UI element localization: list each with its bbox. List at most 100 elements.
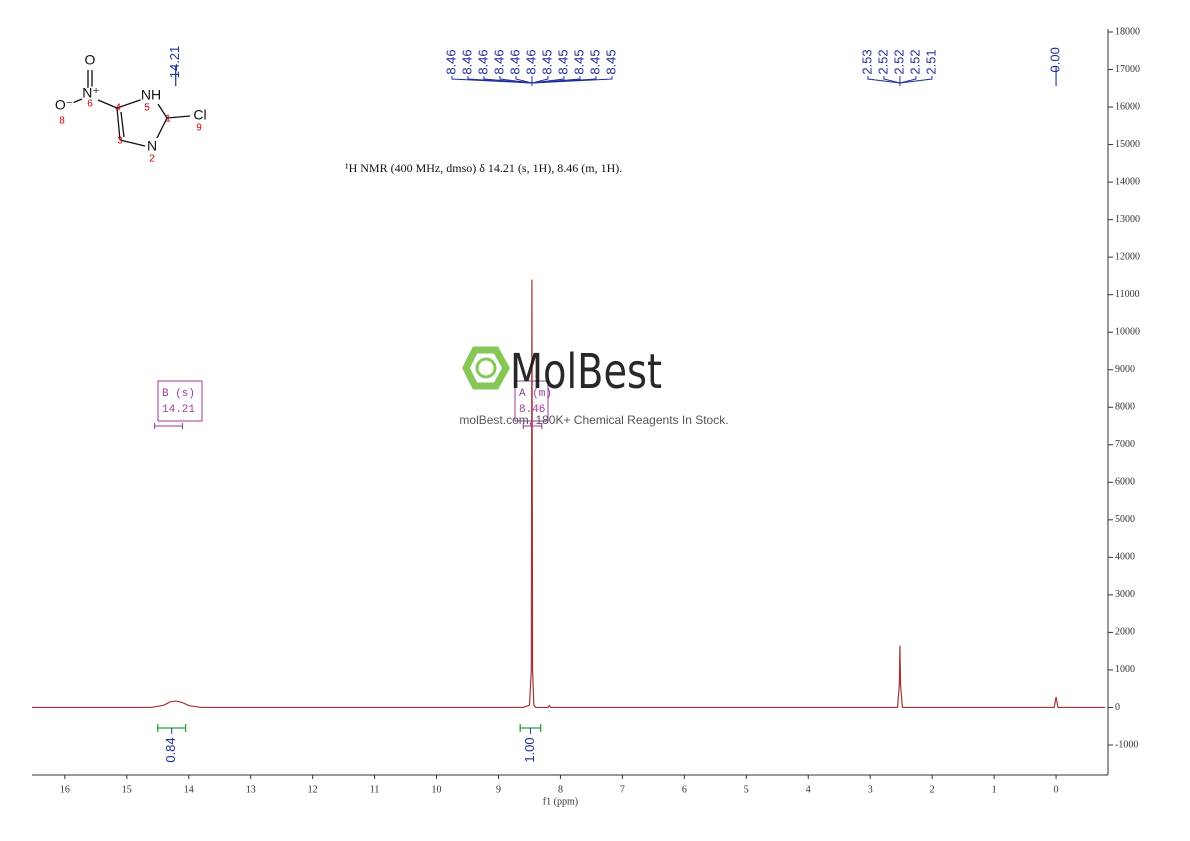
atom-label: O [85, 52, 96, 68]
atom-label: N⁺ [82, 85, 100, 101]
x-tick-label: 0 [1054, 784, 1059, 795]
y-tick-label: 10000 [1115, 326, 1140, 337]
atom-label: Cl [193, 107, 206, 123]
peak-tree-line [883, 76, 901, 84]
y-tick-label: 13000 [1115, 214, 1140, 225]
peak-tree-line [483, 76, 532, 84]
x-axis-label: f1 (ppm) [543, 796, 578, 807]
x-tick-label: 1 [992, 784, 997, 795]
watermark-brand: MolBest [510, 344, 662, 400]
y-tick-label: -1000 [1115, 739, 1138, 750]
y-tick-label: 4000 [1115, 552, 1135, 563]
y-tick-label: 7000 [1115, 439, 1135, 450]
y-tick-label: 11000 [1115, 289, 1140, 300]
atom-number: 3 [117, 136, 123, 147]
y-tick-label: 1000 [1115, 664, 1135, 675]
y-tick-label: 2000 [1115, 627, 1135, 638]
x-tick-label: 4 [806, 784, 811, 795]
x-tick-label: 7 [620, 784, 625, 795]
x-tick-label: 14 [184, 784, 194, 795]
atom-number: 2 [149, 154, 155, 165]
y-tick-label: 8000 [1115, 402, 1135, 413]
atom-number: 6 [87, 99, 93, 110]
multiplet-shift: 14.21 [162, 404, 195, 416]
peak-label: 2.52 [907, 49, 922, 74]
peak-tree-line [499, 76, 533, 84]
peak-label: 2.52 [891, 49, 906, 74]
multiplet-box [514, 380, 549, 422]
peak-label: -0.00 [1047, 47, 1062, 77]
peak-label: 2.53 [859, 49, 874, 74]
peak-tree-line [899, 76, 933, 84]
y-tick-label: 3000 [1115, 589, 1135, 600]
peak-label: 8.46 [507, 49, 522, 74]
y-tick-label: 5000 [1115, 514, 1135, 525]
x-tick-label: 9 [496, 784, 501, 795]
spectrum-line [32, 279, 1105, 709]
watermark-logo [462, 346, 511, 390]
peak-label: 8.46 [523, 49, 538, 74]
peak-tree-line [867, 76, 901, 84]
atom-number: 4 [115, 103, 121, 114]
atom-label: O⁻ [55, 97, 73, 113]
peak-label: 8.45 [539, 49, 554, 74]
y-tick-label: 12000 [1115, 251, 1140, 262]
integral-label: 0.84 [163, 737, 178, 762]
multiplet-box [157, 380, 203, 422]
atom-label: NH [141, 87, 161, 103]
peak-tree-line [531, 76, 549, 84]
peak-group: 14.21 [167, 46, 182, 86]
multiplet-shift: 8.46 [519, 404, 545, 416]
peak-group: 8.46 8.46 8.46 8.46 8.46 8.46 8.45 8.45 8.45 8.45… [443, 49, 618, 86]
y-tick-label: 16000 [1115, 101, 1140, 112]
peak-label: 8.46 [459, 49, 474, 74]
y-tick-label: 9000 [1115, 364, 1135, 375]
multiplet-name: B (s) [162, 388, 195, 400]
peak-group: 2.53 2.52 2.52 2.52 2.51 [859, 49, 938, 86]
y-tick-label: 0 [1115, 702, 1120, 713]
multiplet-range [522, 423, 543, 429]
x-tick-label: 12 [308, 784, 318, 795]
peak-tree-line [515, 76, 533, 84]
x-tick-label: 6 [682, 784, 687, 795]
multiplet-range [154, 423, 184, 429]
x-tick-label: 11 [370, 784, 380, 795]
atom-number: 5 [144, 103, 150, 114]
peak-label: 14.21 [167, 46, 182, 79]
peak-group: -0.00 [1047, 47, 1062, 86]
peak-label: 8.45 [555, 49, 570, 74]
structure-bonds [69, 70, 191, 147]
multiplet-name: A (m) [519, 388, 552, 400]
chart-title: ¹H NMR (400 MHz, dmso) δ 14.21 (s, 1H), … [345, 161, 622, 175]
peak-label: 8.45 [603, 49, 618, 74]
x-tick-label: 13 [246, 784, 256, 795]
x-tick-label: 8 [558, 784, 563, 795]
y-tick-label: 15000 [1115, 139, 1140, 150]
peak-label: 8.45 [571, 49, 586, 74]
peak-label: 2.52 [875, 49, 890, 74]
peak-label: 8.45 [587, 49, 602, 74]
peak-label: 8.46 [443, 49, 458, 74]
atom-number: 8 [59, 116, 65, 127]
x-tick-label: 15 [122, 784, 132, 795]
x-tick-label: 16 [60, 784, 70, 795]
peak-tree-line [899, 76, 917, 84]
y-tick-label: 17000 [1115, 64, 1140, 75]
integral-label: 1.00 [522, 737, 537, 762]
x-tick-label: 3 [868, 784, 873, 795]
y-tick-label: 14000 [1115, 176, 1140, 187]
peak-tree-line [531, 76, 613, 84]
watermark-tagline: molBest.com, 180K+ Chemical Reagents In … [459, 413, 728, 427]
y-tick-label: 18000 [1115, 26, 1140, 37]
peak-label: 8.46 [491, 49, 506, 74]
x-tick-label: 2 [930, 784, 935, 795]
atom-number: 1 [165, 114, 171, 125]
atom-number: 9 [196, 123, 202, 134]
peak-label: 8.46 [475, 49, 490, 74]
x-tick-label: 5 [744, 784, 749, 795]
y-tick-label: 6000 [1115, 477, 1135, 488]
atom-label: N [147, 138, 157, 154]
x-tick-label: 10 [432, 784, 442, 795]
